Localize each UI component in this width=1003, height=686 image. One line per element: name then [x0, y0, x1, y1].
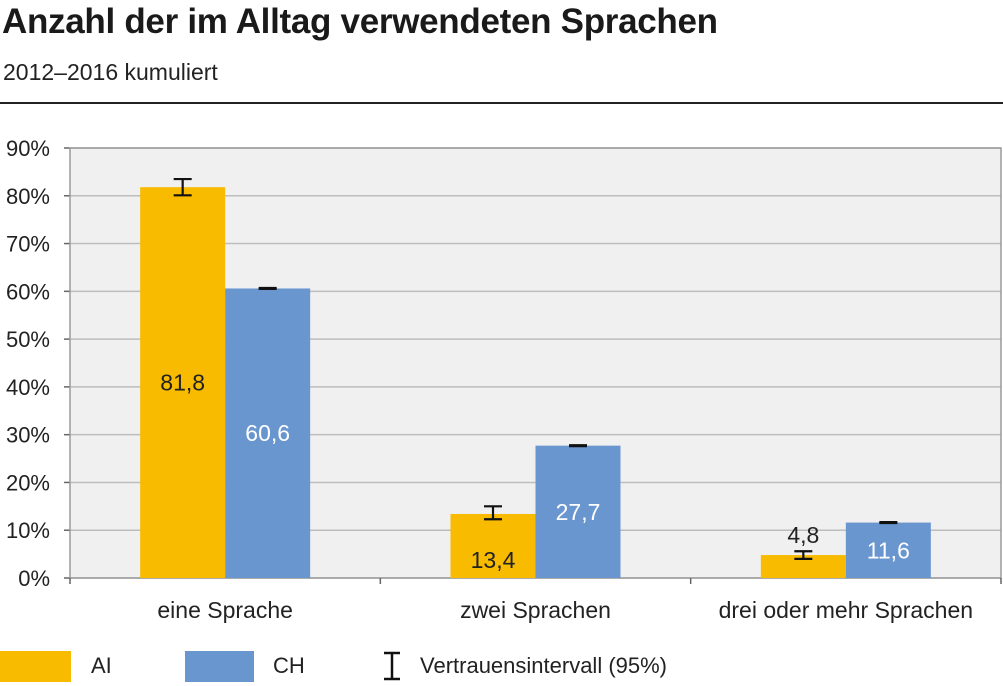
bar-ch [225, 288, 311, 578]
y-tick-label: 60% [6, 279, 50, 304]
chart-subtitle: 2012–2016 kumuliert [3, 59, 218, 85]
y-tick-label: 0% [18, 566, 50, 591]
bar-ch [535, 445, 621, 578]
x-category-label: eine Sprache [157, 597, 293, 623]
legend-label-ci: Vertrauensintervall (95%) [420, 653, 668, 678]
title-divider [0, 102, 1003, 104]
bar-ai [450, 513, 536, 578]
legend-label-ch: CH [273, 653, 305, 678]
y-tick-label: 30% [6, 423, 50, 448]
legend: AI CH Vertrauensintervall (95%) [0, 646, 1003, 686]
y-tick-label: 20% [6, 470, 50, 495]
legend-label-ai: AI [91, 653, 112, 678]
x-category-label: drei oder mehr Sprachen [719, 597, 973, 623]
data-label-ch: 27,7 [556, 499, 601, 525]
data-label-ai: 13,4 [471, 547, 516, 573]
y-tick-label: 90% [6, 136, 50, 161]
y-tick-label: 50% [6, 327, 50, 352]
data-label-ai: 4,8 [787, 522, 819, 548]
y-tick-label: 10% [6, 518, 50, 543]
x-category-label: zwei Sprachen [460, 597, 611, 623]
legend-swatch-ai [0, 651, 71, 682]
y-tick-label: 70% [6, 232, 50, 257]
data-label-ai: 81,8 [160, 370, 205, 396]
bar-ai [760, 555, 846, 578]
data-label-ch: 11,6 [867, 537, 910, 563]
confidence-interval-icon [384, 651, 400, 681]
y-tick-label: 80% [6, 184, 50, 209]
bar-ai [140, 187, 226, 578]
chart-title: Anzahl der im Alltag verwendeten Sprache… [2, 2, 718, 41]
legend-swatch-ch [185, 651, 254, 682]
data-label-ch: 60,6 [245, 420, 290, 446]
bar-chart: 0% 10% 20% 30% 40% 50% 60% 70% 80% 90% 81,8 60,6 ein… [6, 136, 1002, 623]
bar-ch [845, 522, 931, 578]
y-tick-label: 40% [6, 375, 50, 400]
